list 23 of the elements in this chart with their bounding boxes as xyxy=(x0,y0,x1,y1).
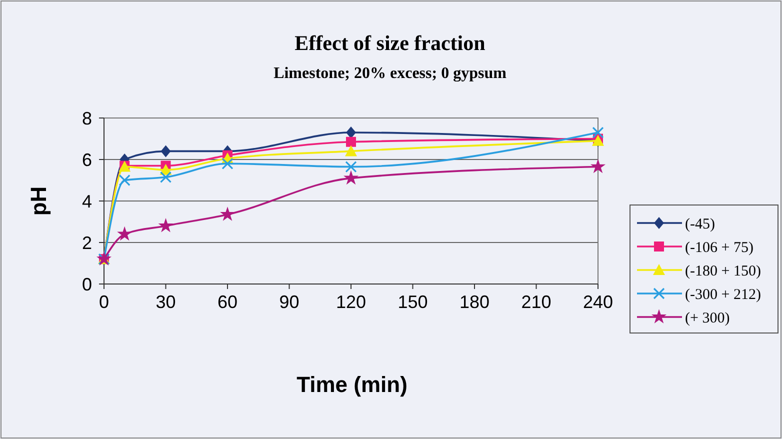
y-tick-label: 4 xyxy=(82,191,92,212)
y-axis-title: pH xyxy=(26,186,51,216)
y-tick-label: 0 xyxy=(82,274,92,294)
chart-title: Effect of size fraction xyxy=(294,31,486,55)
chart-subtitle: Limestone; 20% excess; 0 gypsum xyxy=(274,65,508,82)
x-tick-label: 180 xyxy=(459,292,490,312)
y-tick-label: 8 xyxy=(82,108,92,128)
legend-label: (-180 + 150) xyxy=(685,263,761,280)
legend-label: (-300 + 212) xyxy=(685,286,761,303)
x-tick-label: 240 xyxy=(582,292,614,312)
y-tick-label: 6 xyxy=(82,150,92,170)
x-tick-label: 150 xyxy=(398,292,428,312)
legend-label: (+ 300) xyxy=(685,310,730,326)
legend-label: (-106 + 75) xyxy=(685,240,754,256)
x-tick-label: 60 xyxy=(217,292,238,312)
y-tick-label: 2 xyxy=(82,232,92,253)
x-tick-label: 90 xyxy=(279,292,300,312)
x-tick-label: 120 xyxy=(336,292,366,312)
x-tick-label: 210 xyxy=(521,292,552,312)
x-axis-title: Time (min) xyxy=(296,372,408,397)
legend-label: (-45) xyxy=(685,216,715,232)
x-tick-label: 30 xyxy=(156,292,176,312)
x-tick-label: 0 xyxy=(98,292,110,312)
